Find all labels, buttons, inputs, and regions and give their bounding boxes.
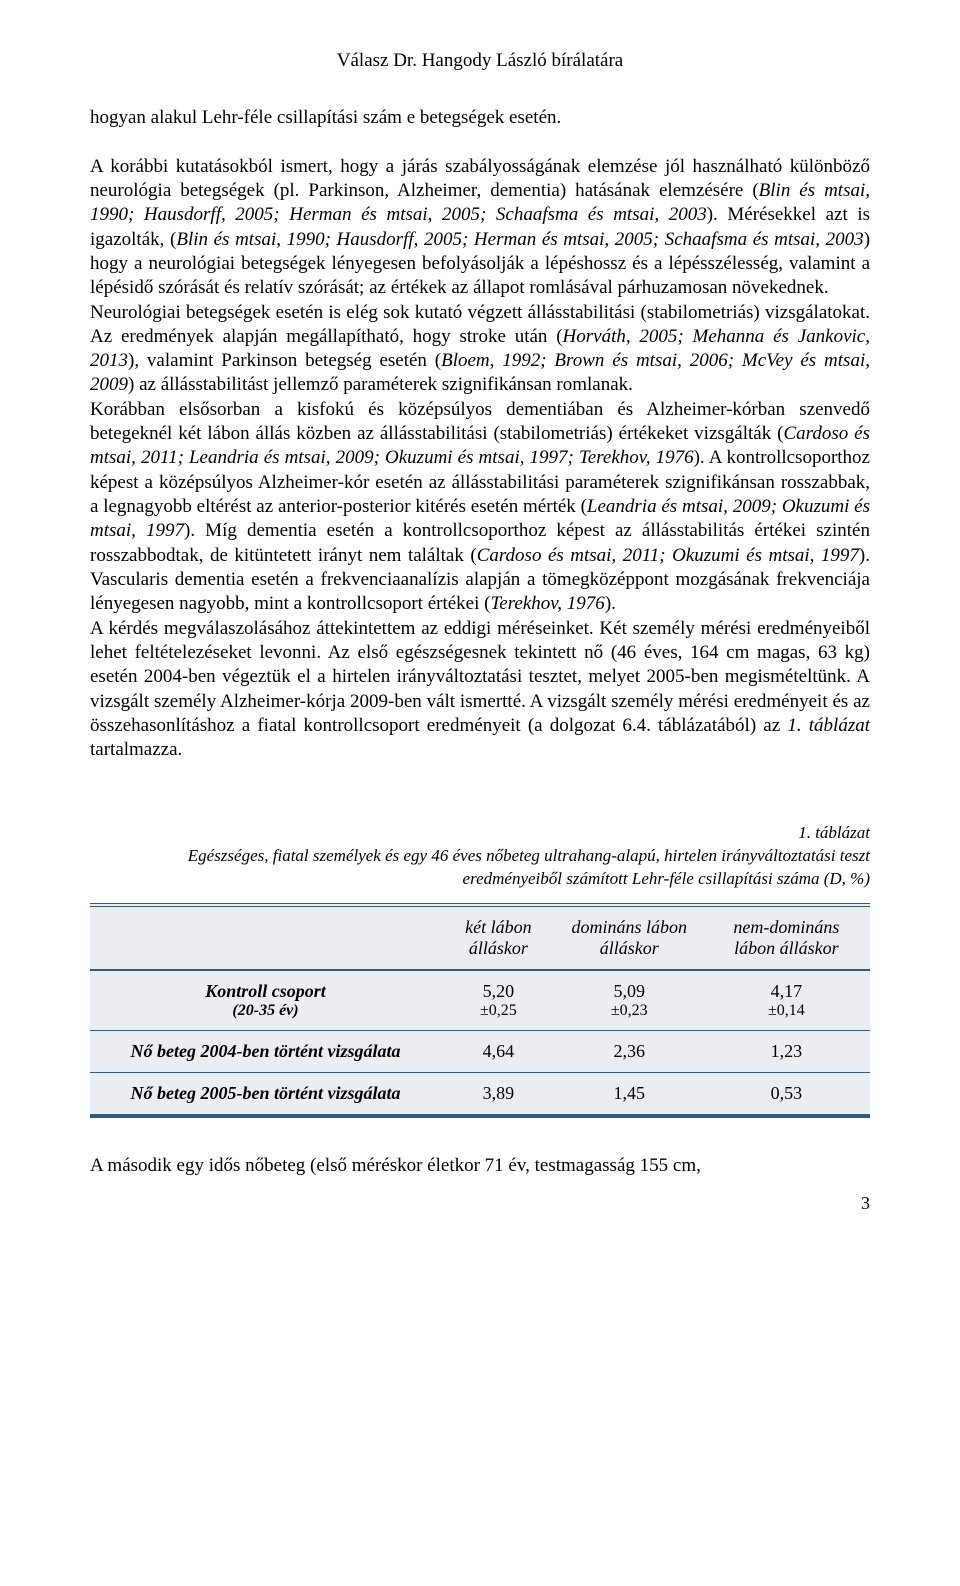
cell-main: 4,17 xyxy=(711,981,862,1002)
table-caption-text: Egészséges, fiatal személyek és egy 46 é… xyxy=(188,846,870,888)
p4-part-e: ). xyxy=(605,593,616,614)
cell-main: 5,20 xyxy=(449,981,548,1002)
p2-citation-2: Blin és mtsai, 1990; Hausdorff, 2005; He… xyxy=(176,229,863,250)
p1: hogyan alakul Lehr-féle csillapítási szá… xyxy=(90,107,561,128)
table-header-blank xyxy=(90,907,441,970)
table-row: Kontroll csoport (20-35 év) 5,20 ±0,25 5… xyxy=(90,970,870,1031)
cell-sub: ±0,23 xyxy=(564,1002,695,1020)
page-number: 3 xyxy=(90,1193,870,1214)
table-caption: 1. táblázat Egészséges, fiatal személyek… xyxy=(90,822,870,891)
rowhead-main: Nő beteg 2005-ben történt vizsgálata xyxy=(114,1083,417,1104)
body-text: hogyan alakul Lehr-féle csillapítási szá… xyxy=(90,106,870,762)
running-head: Válasz Dr. Hangody László bírálatára xyxy=(90,50,870,72)
rowhead-main: Nő beteg 2004-ben történt vizsgálata xyxy=(114,1041,417,1062)
table-rowhead: Nő beteg 2005-ben történt vizsgálata xyxy=(90,1073,441,1115)
p5-part-a: A kérdés megválaszolásához áttekintettem… xyxy=(90,618,875,736)
table-header-row: két lábon álláskor domináns lábon állásk… xyxy=(90,907,870,970)
table-header-col2: domináns lábon álláskor xyxy=(556,907,703,970)
table-header-col1: két lábon álláskor xyxy=(441,907,556,970)
table-cell: 2,36 xyxy=(556,1031,703,1073)
table-cell: 5,09 ±0,23 xyxy=(556,970,703,1031)
data-table: két lábon álláskor domináns lábon állásk… xyxy=(90,907,870,1114)
p4-citation-4: Terekhov, 1976 xyxy=(490,593,604,614)
cell-main: 5,09 xyxy=(564,981,695,1002)
table-header-col3: nem-domináns lábon álláskor xyxy=(703,907,870,970)
table-cell: 4,17 ±0,14 xyxy=(703,970,870,1031)
p5-table-ref: 1. táblázat xyxy=(787,715,870,736)
table-cell: 3,89 xyxy=(441,1073,556,1115)
cell-sub: ±0,25 xyxy=(449,1002,548,1020)
p3-part-c: ) az állásstabilitást jellemző paraméter… xyxy=(128,374,633,395)
table-rowhead: Nő beteg 2004-ben történt vizsgálata xyxy=(90,1031,441,1073)
rowhead-main: Kontroll csoport xyxy=(114,981,417,1002)
cell-sub: ±0,14 xyxy=(711,1002,862,1020)
p2-part-a: A korábbi kutatásokból ismert, hogy a já… xyxy=(90,156,875,201)
after-table-text: A második egy idős nőbeteg (első mérésko… xyxy=(90,1154,870,1178)
table-cell: 5,20 ±0,25 xyxy=(441,970,556,1031)
p4-citation-3: Cardoso és mtsai, 2011; Okuzumi és mtsai… xyxy=(477,545,859,566)
p3-part-b: ), valamint Parkinson betegség esetén ( xyxy=(128,350,441,371)
table-cell: 1,23 xyxy=(703,1031,870,1073)
p4-part-a: Korábban elsősorban a kisfokú és középsú… xyxy=(90,399,875,444)
data-table-wrap: két lábon álláskor domináns lábon állásk… xyxy=(90,903,870,1118)
table-cell: 4,64 xyxy=(441,1031,556,1073)
table-label: 1. táblázat xyxy=(798,823,870,842)
table-row: Nő beteg 2004-ben történt vizsgálata 4,6… xyxy=(90,1031,870,1073)
page-container: Válasz Dr. Hangody László bírálatára hog… xyxy=(0,0,960,1264)
table-row: Nő beteg 2005-ben történt vizsgálata 3,8… xyxy=(90,1073,870,1115)
table-cell: 0,53 xyxy=(703,1073,870,1115)
table-rowhead: Kontroll csoport (20-35 év) xyxy=(90,970,441,1031)
rowhead-sub: (20-35 év) xyxy=(114,1002,417,1020)
table-cell: 1,45 xyxy=(556,1073,703,1115)
